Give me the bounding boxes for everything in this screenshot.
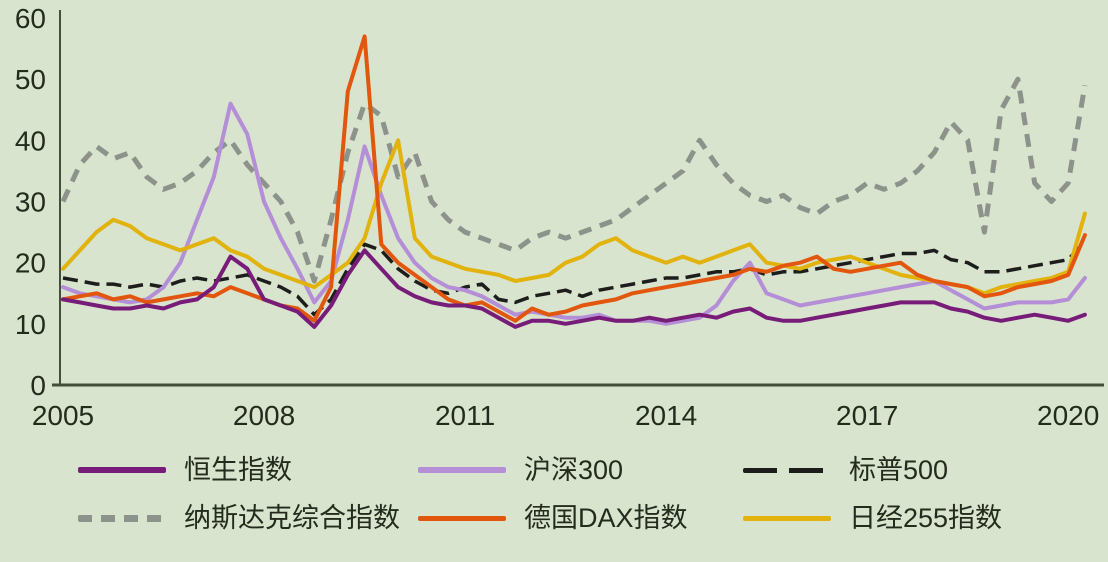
legend-item-dax: 德国DAX指数 <box>418 502 743 534</box>
legend-item-sp-500: 标普500 <box>743 454 1108 486</box>
legend-label-sp-500: 标普500 <box>849 455 949 485</box>
legend-swatch-nasdaq-composite <box>78 515 166 522</box>
series-line-dax <box>61 34 1087 323</box>
legend-label-nasdaq-composite: 纳斯达克综合指数 <box>184 503 400 534</box>
legend-swatch-nikkei-225 <box>743 515 831 522</box>
y-axis-tick-label: 30 <box>15 187 46 218</box>
x-axis-tick-label: 2014 <box>635 400 697 431</box>
x-axis-tick-label: 2020 <box>1037 400 1099 431</box>
series-line-hang-seng <box>61 248 1087 329</box>
legend: 恒生指数 沪深300 标普500 纳斯达克综合指数 德国DAX指数 日经255指数 <box>78 454 1108 535</box>
series-line-sp-500 <box>62 240 1087 317</box>
x-axis-tick-label: 2011 <box>435 400 495 431</box>
legend-swatch-csi-300 <box>418 467 506 473</box>
legend-item-csi-300: 沪深300 <box>418 454 743 486</box>
legend-row: 纳斯达克综合指数 德国DAX指数 日经255指数 <box>78 502 1108 534</box>
legend-swatch-sp-500 <box>743 467 831 473</box>
series-line-nasdaq-composite <box>60 76 1088 284</box>
y-axis-tick-label: 0 <box>30 370 46 401</box>
y-axis-tick-label: 40 <box>15 125 46 156</box>
legend-item-hang-seng: 恒生指数 <box>78 454 418 486</box>
x-axis-tick-label: 2005 <box>32 400 94 431</box>
legend-swatch-dax <box>418 515 506 522</box>
y-axis-tick-label: 20 <box>15 248 46 279</box>
legend-label-csi-300: 沪深300 <box>524 455 624 485</box>
legend-label-dax: 德国DAX指数 <box>524 503 688 534</box>
chart-canvas: 0 10 20 30 40 50 60 2005 2008 2011 2014 2017 2020 <box>15 3 1104 431</box>
y-axis-tick-label: 60 <box>15 3 46 34</box>
y-axis-tick-label: 50 <box>15 64 46 95</box>
legend-label-hang-seng: 恒生指数 <box>184 455 292 485</box>
legend-item-nasdaq-composite: 纳斯达克综合指数 <box>78 502 418 534</box>
x-axis-tick-label: 2008 <box>233 400 295 431</box>
legend-item-nikkei-225: 日经255指数 <box>743 502 1108 534</box>
series-line-nikkei-225 <box>61 138 1087 296</box>
legend-row: 恒生指数 沪深300 标普500 <box>78 454 1108 486</box>
legend-label-nikkei-225: 日经255指数 <box>849 503 1003 534</box>
series-line-csi-300 <box>61 101 1087 326</box>
legend-swatch-hang-seng <box>78 467 166 473</box>
x-axis-tick-label: 2017 <box>836 400 898 431</box>
y-axis-tick-label: 10 <box>15 309 46 340</box>
